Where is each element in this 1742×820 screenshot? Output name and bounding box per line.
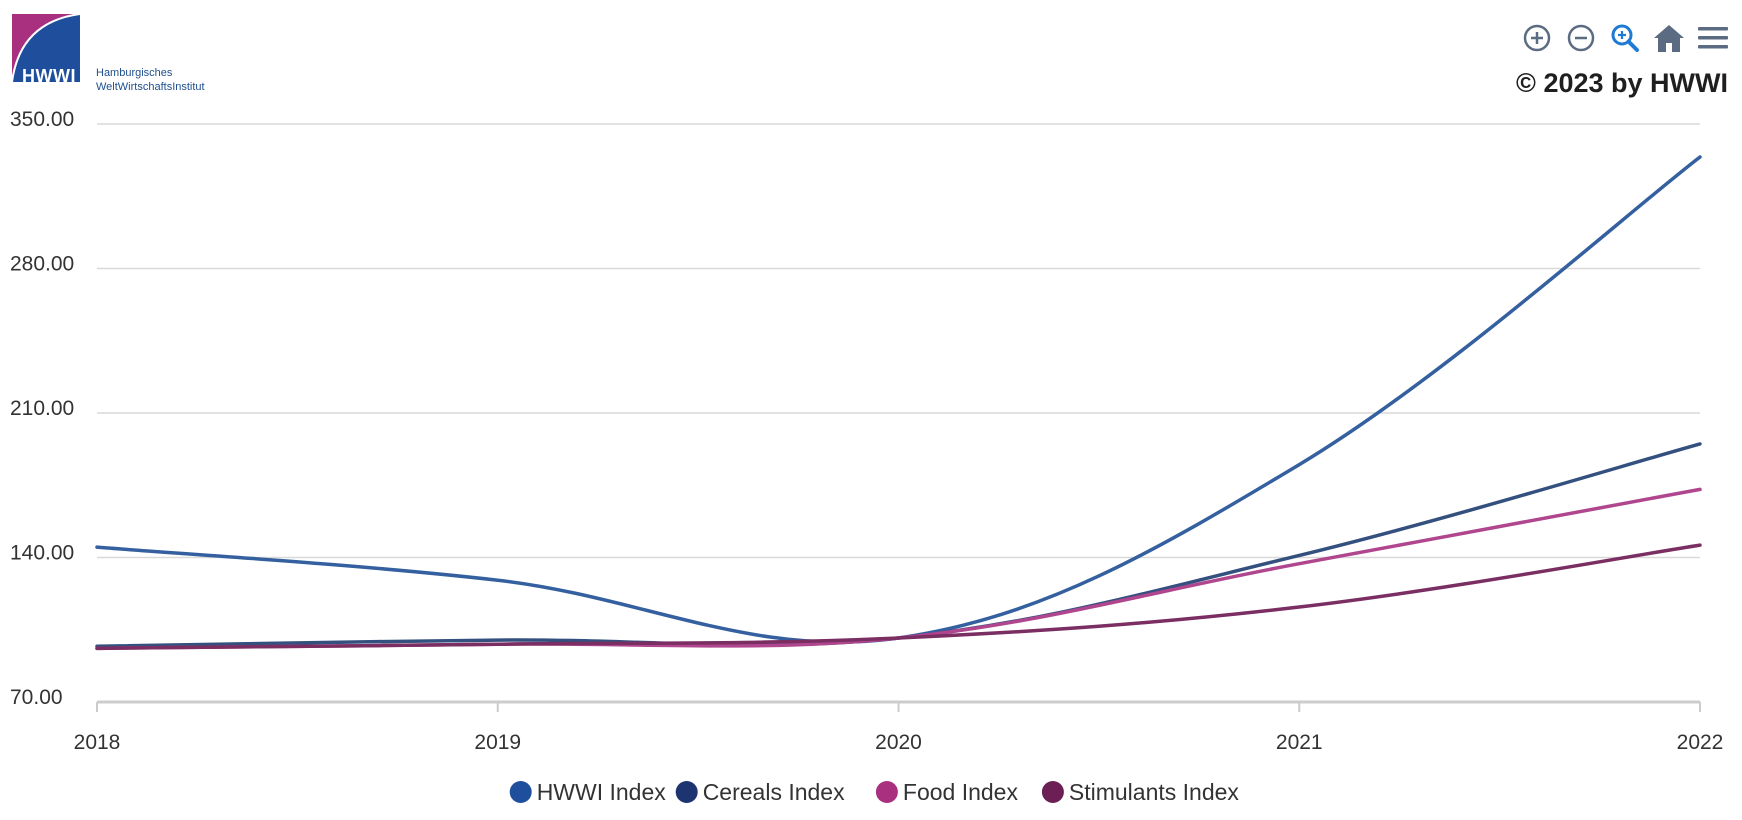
legend-marker xyxy=(509,781,532,803)
zoom-out-button[interactable] xyxy=(1562,19,1600,57)
reset-zoom-button[interactable] xyxy=(1650,19,1688,57)
x-tick-label: 2022 xyxy=(1677,731,1724,754)
zoom-in-icon xyxy=(1523,24,1551,52)
zoom-select-button[interactable] xyxy=(1606,19,1644,57)
magnify-icon xyxy=(1611,24,1639,52)
legend-label: HWWI Index xyxy=(537,779,667,805)
x-axis: 2018 2019 2020 2021 2022 xyxy=(74,700,1724,754)
x-tick-label: 2021 xyxy=(1276,731,1323,754)
legend-marker xyxy=(675,781,698,803)
legend-item-cereals-index[interactable]: Cereals Index xyxy=(675,779,845,805)
x-tick-label: 2019 xyxy=(474,731,521,754)
legend-marker xyxy=(1041,781,1064,803)
legend-label: Cereals Index xyxy=(703,779,845,805)
y-tick-label: 140.00 xyxy=(10,542,74,565)
legend-item-food-index[interactable]: Food Index xyxy=(875,779,1019,805)
logo-subtitle-line2: WeltWirtschaftsInstitut xyxy=(96,81,205,93)
chart-grid xyxy=(97,123,1700,559)
legend-item-stimulants-index[interactable]: Stimulants Index xyxy=(1041,779,1240,805)
x-tick-label: 2020 xyxy=(875,731,922,754)
legend-label: Food Index xyxy=(903,779,1019,805)
y-tick-label: 70.00 xyxy=(10,686,63,709)
zoom-in-button[interactable] xyxy=(1518,19,1556,57)
series-line-cereals-index[interactable] xyxy=(95,442,1702,649)
logo-mark xyxy=(12,14,80,82)
y-tick-label: 280.00 xyxy=(10,253,74,276)
legend-label: Stimulants Index xyxy=(1069,779,1240,805)
y-axis: 350.00 280.00 210.00 140.00 70.00 xyxy=(10,108,74,709)
zoom-out-icon xyxy=(1567,24,1595,52)
menu-icon xyxy=(1698,27,1728,49)
home-icon xyxy=(1654,25,1684,52)
legend-marker xyxy=(875,781,898,803)
chart-series xyxy=(95,155,1702,651)
x-tick-label: 2018 xyxy=(74,731,121,754)
chart-legend: HWWI Index Cereals Index Food Index Stimula… xyxy=(509,779,1240,805)
logo-subtitle: Hamburgisches WeltWirtschaftsInstitut xyxy=(96,66,205,94)
series-line-hwwi-index[interactable] xyxy=(95,155,1702,644)
y-tick-label: 210.00 xyxy=(10,397,74,420)
hwwi-logo: HWWI Hamburgisches WeltWirtschaftsInstit… xyxy=(12,14,252,94)
series-line-stimulants-index[interactable] xyxy=(95,543,1702,651)
chart-toolbar xyxy=(1518,18,1732,58)
legend-item-hwwi-index[interactable]: HWWI Index xyxy=(509,779,667,805)
logo-subtitle-line1: Hamburgisches xyxy=(96,67,173,79)
menu-button[interactable] xyxy=(1694,19,1732,57)
copyright-text: © 2023 by HWWI xyxy=(1516,68,1728,98)
logo-mark-text: HWWI xyxy=(22,66,76,86)
y-tick-label: 350.00 xyxy=(10,108,74,131)
